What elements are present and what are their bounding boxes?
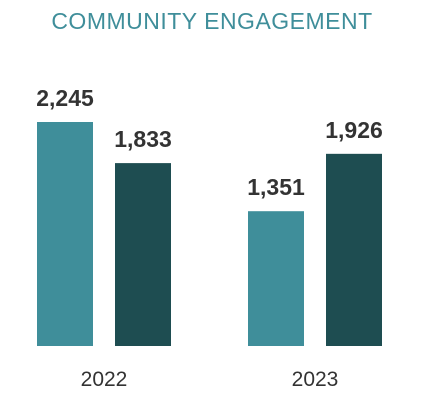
data-label-2023-series-2: 1,926 — [325, 117, 383, 143]
bar-2023-series-2 — [326, 153, 382, 346]
data-label-2022-series-2: 1,833 — [114, 126, 172, 152]
chart-title: COMMUNITY ENGAGEMENT — [51, 8, 373, 34]
data-label-2023-series-1: 1,351 — [247, 174, 305, 200]
data-label-2022-series-1: 2,245 — [36, 85, 94, 111]
bar-2022-series-1 — [37, 122, 93, 346]
bar-2023-series-1 — [248, 211, 304, 346]
bar-2022-series-2 — [115, 163, 171, 346]
x-tick-label-2022: 2022 — [81, 368, 128, 391]
x-tick-label-2023: 2023 — [292, 368, 339, 391]
